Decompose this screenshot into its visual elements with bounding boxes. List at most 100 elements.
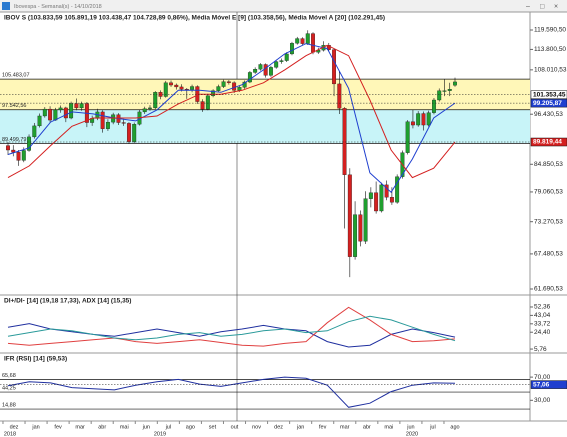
candle-body (332, 49, 336, 85)
candle-body (389, 197, 394, 203)
panel-header: IFR (RSI) [14] (59,53) (4, 356, 67, 363)
y-tick-label: 5,76 (534, 346, 547, 353)
candle-body (442, 90, 447, 92)
candle-body (53, 109, 58, 121)
candle-body (16, 152, 21, 161)
month-label: dez (10, 424, 19, 430)
candle-body (374, 192, 379, 212)
series-line (7, 315, 456, 342)
candle-body (100, 111, 105, 129)
y-tick-label: 52,36 (534, 304, 551, 311)
candle-body (237, 87, 242, 91)
price-tag (530, 137, 567, 147)
candle-body (263, 64, 268, 76)
y-tick-label: 108.010,53 (534, 67, 567, 74)
month-label: jun (142, 424, 150, 430)
candle-body (163, 82, 168, 97)
candle-body (179, 86, 184, 90)
level-band (0, 109, 530, 144)
candle-body (11, 149, 16, 153)
candle-body (37, 115, 42, 127)
level-band (0, 79, 530, 110)
candle-body (221, 81, 226, 87)
candle-body (426, 112, 431, 126)
close-button[interactable]: × (554, 3, 558, 10)
candle-body (127, 123, 131, 142)
candle-body (42, 108, 47, 117)
candle-body (27, 136, 31, 151)
panel-header: IBOV S (103.833,59 105.891,19 103.438,47… (4, 15, 385, 22)
price-tag-label: 101.353,45 (533, 91, 566, 98)
y-tick-label: 30,00 (534, 397, 551, 404)
price-tag (530, 380, 567, 389)
month-label: mar (340, 424, 350, 430)
y-tick-label: 24,40 (534, 329, 551, 336)
candle-body (384, 184, 389, 198)
month-label: dez (274, 424, 283, 430)
candle-body (421, 113, 426, 126)
month-label: set (209, 424, 217, 430)
price-tag-label: 57,06 (533, 381, 550, 388)
month-label: ago (186, 424, 195, 430)
candle-body (105, 121, 110, 129)
candle-body (247, 72, 252, 83)
candle-body (326, 45, 331, 50)
minimize-button[interactable]: – (526, 3, 530, 10)
candle-body (148, 107, 152, 109)
y-tick-label: 61.690,53 (534, 286, 563, 293)
candle-body (205, 95, 210, 110)
level-label: 105.483,07 (2, 73, 30, 79)
month-label: jan (31, 424, 39, 430)
month-label: ago (450, 424, 459, 430)
candle-body (142, 108, 147, 113)
candle-body (274, 61, 279, 68)
candle-body (195, 86, 200, 102)
y-tick-label: 43,04 (534, 312, 551, 319)
candle-body (216, 86, 221, 91)
month-label: jul (165, 424, 172, 430)
month-label: fev (54, 424, 62, 430)
candle-body (121, 122, 126, 124)
candle-body (226, 81, 231, 83)
candle-body (200, 101, 205, 110)
candle-body (58, 107, 63, 111)
candle-body (416, 113, 421, 126)
month-label: mar (75, 424, 85, 430)
candle-body (284, 53, 289, 61)
candle-body (410, 121, 415, 126)
candle-body (363, 198, 368, 242)
month-label: abr (98, 424, 106, 430)
candle-body (253, 69, 258, 73)
y-tick-label: 33,72 (534, 321, 551, 328)
candle-body (21, 150, 26, 161)
series-line (7, 306, 456, 347)
price-tag-label: 89.819,44 (533, 139, 562, 146)
level-label: 65,68 (2, 373, 16, 379)
y-tick-label: 79.060,53 (534, 189, 563, 196)
candle-body (6, 145, 10, 151)
plot-layer: 105.483,07 97.542,56 89.499,79 119.590,50 11… (0, 15, 567, 437)
month-label: abr (363, 424, 371, 430)
candle-body (132, 124, 137, 142)
candle-body (290, 43, 294, 55)
candle-body (79, 103, 84, 109)
candle-body (437, 90, 442, 101)
y-tick-label: 70,00 (534, 374, 551, 381)
maximize-button[interactable]: □ (540, 3, 545, 10)
candle-body (279, 60, 284, 62)
candle-body (379, 184, 384, 212)
y-tick-label: 113.800,50 (534, 46, 566, 53)
month-label: jul (429, 424, 436, 430)
candle-body (153, 92, 158, 109)
year-label: 2020 (406, 431, 418, 437)
candle-body (358, 214, 363, 242)
candle-body (174, 84, 179, 88)
candle-body (368, 192, 373, 199)
candle-body (342, 108, 347, 175)
candle-body (347, 174, 352, 257)
month-label: fev (319, 424, 327, 430)
price-tag-label: 99.205,87 (533, 100, 562, 107)
candle-body (395, 176, 400, 203)
candle-body (211, 90, 216, 96)
